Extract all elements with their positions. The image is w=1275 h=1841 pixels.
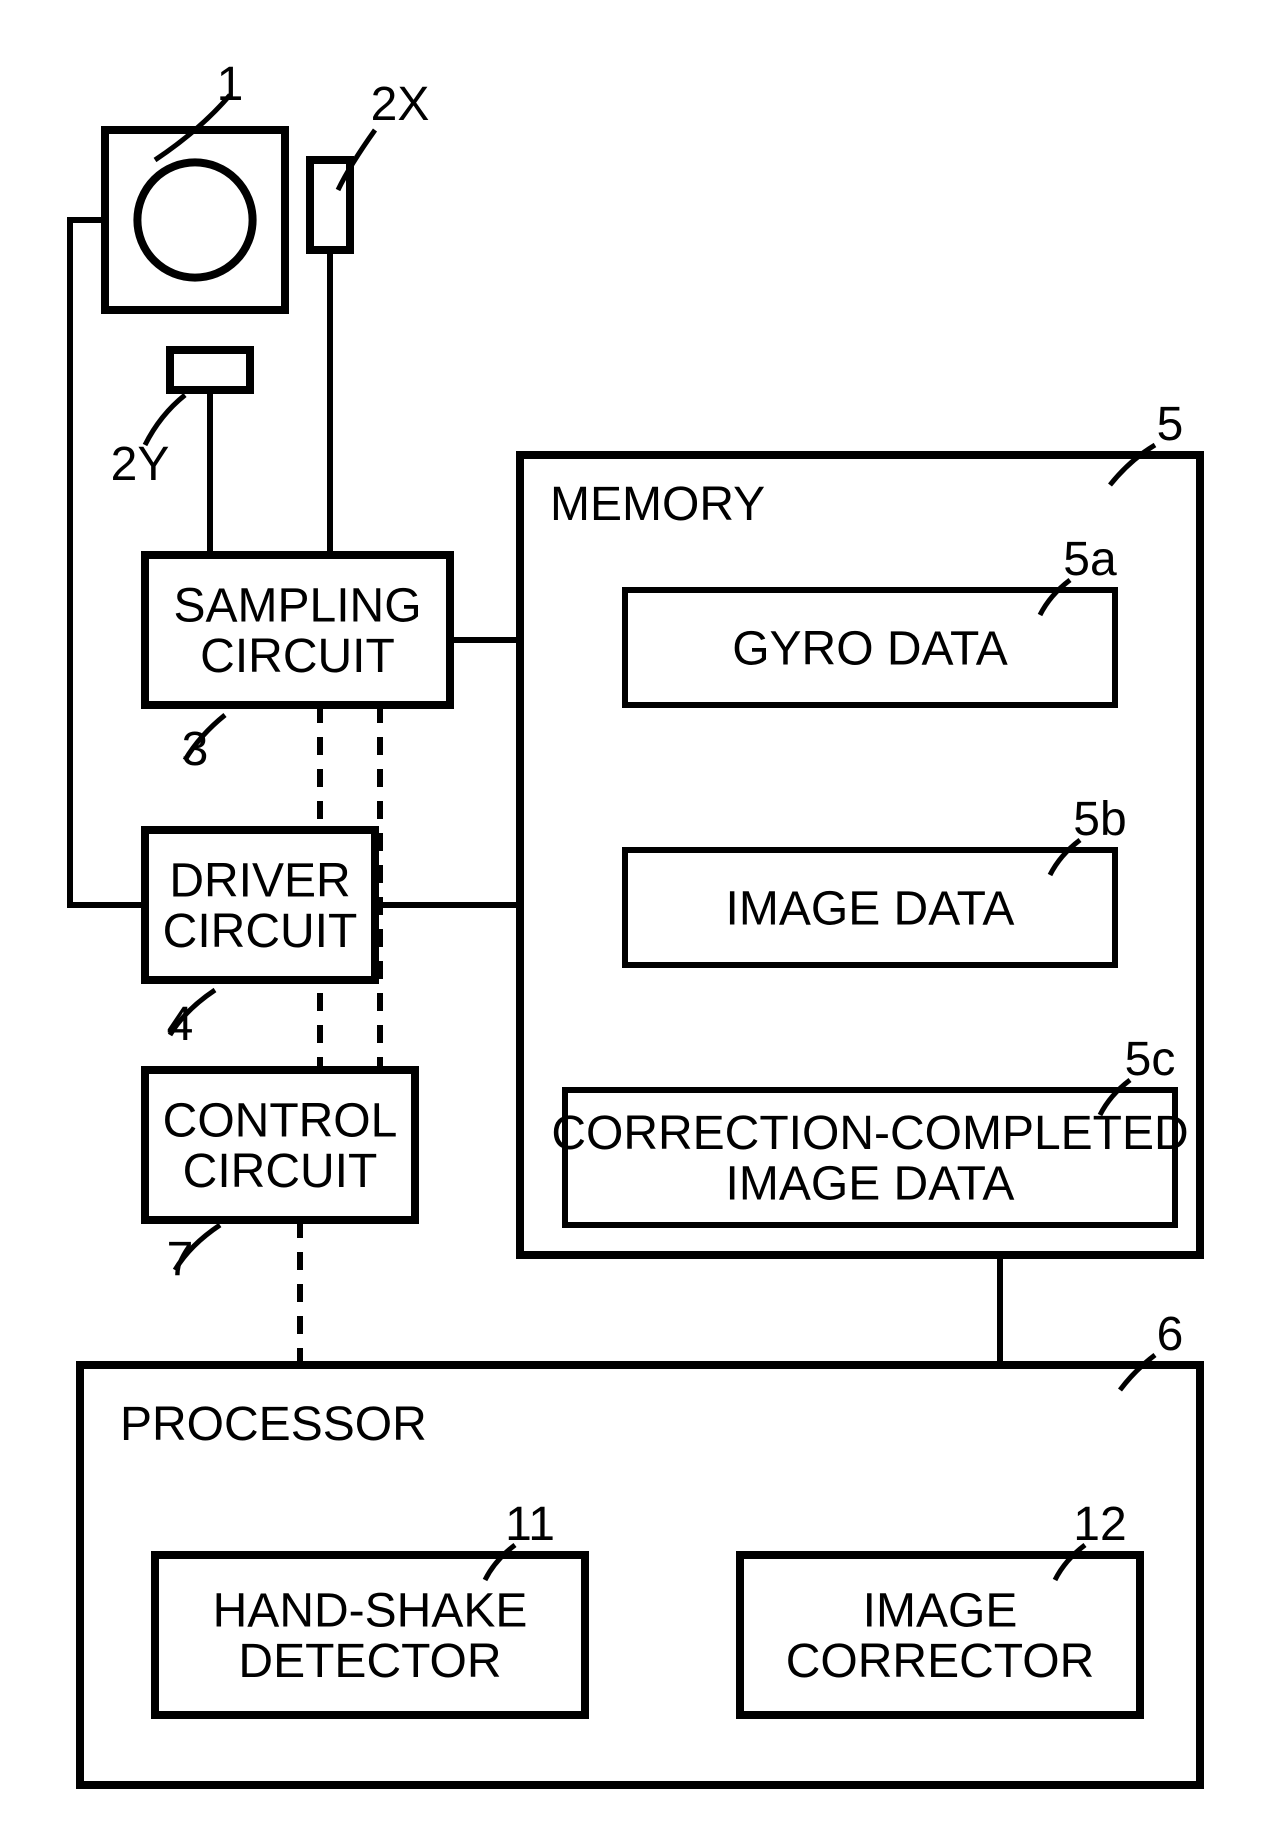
- refnum-control: 7: [167, 1233, 194, 1286]
- refnum-gyro_data: 5a: [1063, 533, 1117, 586]
- refnum-image_data: 5b: [1073, 793, 1126, 846]
- refnum-image_corr: 12: [1073, 1498, 1126, 1551]
- label: HAND-SHAKE: [213, 1584, 528, 1637]
- label: CIRCUIT: [183, 1145, 378, 1198]
- refnum-camera: 1: [217, 58, 244, 111]
- refnum-hand_shake: 11: [505, 1498, 555, 1551]
- label: CORRECTION-COMPLETED: [551, 1107, 1188, 1160]
- label: CORRECTOR: [786, 1635, 1094, 1688]
- label: DETECTOR: [238, 1635, 501, 1688]
- block-driver: DRIVERCIRCUIT: [145, 830, 375, 980]
- label: IMAGE DATA: [726, 882, 1015, 935]
- block-image_data: IMAGE DATA: [625, 850, 1115, 965]
- label: DRIVER: [169, 854, 350, 907]
- label: MEMORY: [550, 478, 765, 531]
- block-control: CONTROLCIRCUIT: [145, 1070, 415, 1220]
- block-camera: [105, 130, 285, 310]
- block-sampling: SAMPLINGCIRCUIT: [145, 555, 450, 705]
- refnum-gyro_y: 2Y: [111, 438, 170, 491]
- connector-camera-driver: [70, 220, 145, 905]
- block-gyro-y: [170, 350, 250, 390]
- label: CIRCUIT: [163, 905, 358, 958]
- label: IMAGE: [863, 1584, 1018, 1637]
- block-hand_shake: HAND-SHAKEDETECTOR: [155, 1555, 585, 1715]
- label: CONTROL: [163, 1094, 398, 1147]
- label: IMAGE DATA: [726, 1158, 1015, 1211]
- label: CIRCUIT: [200, 630, 395, 683]
- refnum-memory: 5: [1157, 398, 1184, 451]
- refnum-driver: 4: [167, 998, 194, 1051]
- refnum-sampling: 3: [182, 723, 209, 776]
- refnum-corr_data: 5c: [1125, 1033, 1176, 1086]
- label: PROCESSOR: [120, 1398, 427, 1451]
- refnum-processor: 6: [1157, 1308, 1184, 1361]
- block-corr_data: CORRECTION-COMPLETEDIMAGE DATA: [551, 1090, 1188, 1225]
- refnum-gyro_x: 2X: [371, 78, 430, 131]
- block-image_corr: IMAGECORRECTOR: [740, 1555, 1140, 1715]
- label: SAMPLING: [173, 579, 421, 632]
- label: GYRO DATA: [732, 622, 1008, 675]
